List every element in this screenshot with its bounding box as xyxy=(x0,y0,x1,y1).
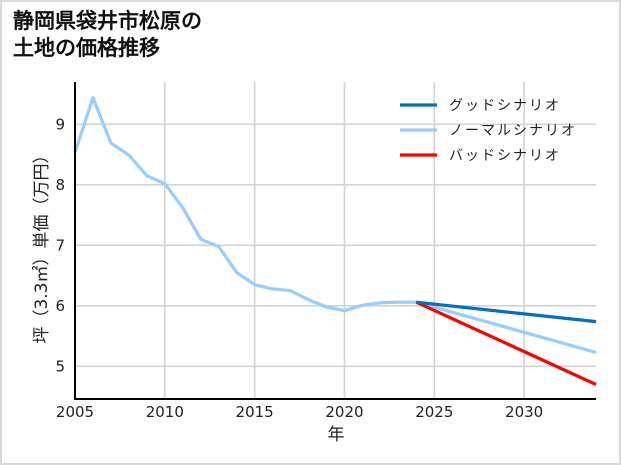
x-axis-label: 年 xyxy=(328,425,345,445)
series-line-1 xyxy=(73,96,597,354)
data-series xyxy=(73,96,597,386)
x-tick-label: 2030 xyxy=(505,403,543,421)
y-tick-label: 8 xyxy=(55,176,65,194)
legend-label: グッドシナリオ xyxy=(449,98,561,114)
y-tick-label: 7 xyxy=(55,236,65,254)
x-tick-label: 2015 xyxy=(236,403,274,421)
legend-label: ノーマルシナリオ xyxy=(449,123,577,139)
x-tick-label: 2020 xyxy=(325,403,363,421)
y-tick-label: 5 xyxy=(55,357,65,375)
series-line-2 xyxy=(415,300,597,386)
x-tick-label: 2005 xyxy=(56,403,94,421)
series-line-0 xyxy=(416,300,597,324)
gridlines xyxy=(75,82,596,399)
chart-title-line2: 土地の価格推移 xyxy=(13,36,160,60)
y-axis-label: 坪（3.3㎡）単価（万円） xyxy=(32,146,52,343)
y-tick-label: 6 xyxy=(55,297,65,315)
x-tick-label: 2010 xyxy=(146,403,184,421)
y-tick-label: 9 xyxy=(55,115,65,133)
x-tick-label: 2025 xyxy=(415,403,453,421)
tick-labels: 2005 2010 2015 2020 2025 2030 5 6 7 8 9 xyxy=(55,115,543,421)
chart-title-line1: 静岡県袋井市松原の xyxy=(13,9,202,33)
legend-label: バッドシナリオ xyxy=(449,148,561,164)
axes xyxy=(74,82,596,400)
chart-title: 静岡県袋井市松原の 土地の価格推移 xyxy=(13,8,202,62)
